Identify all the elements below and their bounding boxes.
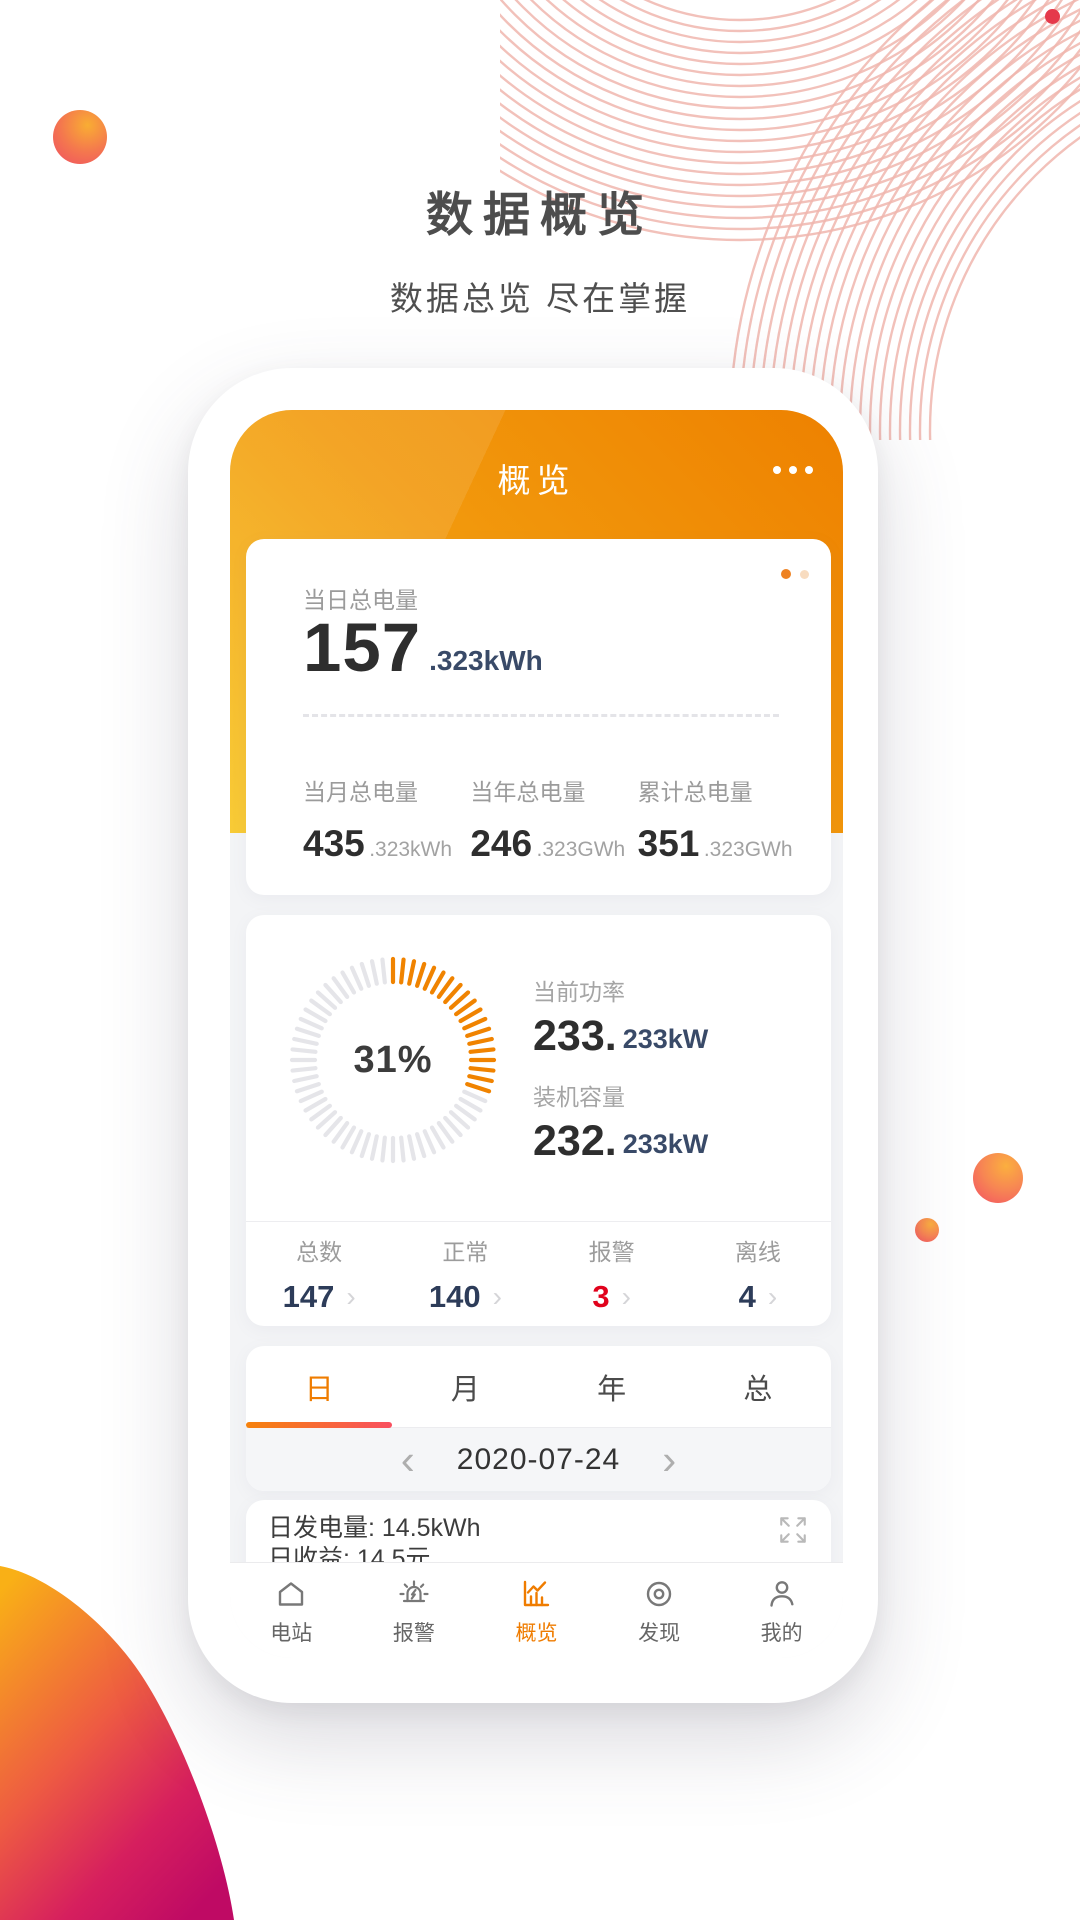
tab-year[interactable]: 年 xyxy=(597,1373,627,1406)
year-energy-value: 246 xyxy=(470,823,533,864)
date-picker: ‹ 2020-07-24 › xyxy=(246,1428,831,1491)
current-power-unit: 233kW xyxy=(622,1024,709,1054)
power-gauge: 31% xyxy=(278,945,508,1175)
chevron-right-icon: › xyxy=(767,1281,778,1312)
nav-label: 概览 xyxy=(515,1621,558,1645)
power-gauge-card: 31% 当前功率 233. 233kW 装机容量 232. 233kW xyxy=(246,915,831,1326)
page-subtitle: 数据总览 尽在掌握 xyxy=(389,280,691,317)
prev-date-icon[interactable]: ‹ xyxy=(400,1435,415,1483)
chevron-right-icon: › xyxy=(621,1281,631,1312)
tab-day[interactable]: 日 xyxy=(304,1373,334,1406)
tab-month[interactable]: 月 xyxy=(450,1373,480,1406)
divider xyxy=(246,1221,831,1222)
today-energy-unit: .323kWh xyxy=(429,645,543,676)
more-options-icon[interactable] xyxy=(773,466,813,474)
status-offline[interactable]: 离线 4 › xyxy=(685,1222,831,1326)
nav-label: 报警 xyxy=(392,1621,435,1645)
status-normal-label: 正常 xyxy=(442,1239,489,1265)
nav-item-mine[interactable]: 我的 xyxy=(720,1563,843,1658)
nav-label: 我的 xyxy=(760,1621,803,1645)
current-power-label: 当前功率 xyxy=(533,979,625,1005)
overview-chart-icon xyxy=(524,1580,550,1606)
page-title: 数据概览 xyxy=(426,188,654,241)
gauge-percent: 31% xyxy=(353,1038,433,1081)
month-energy-unit: .323kWh xyxy=(369,838,453,861)
today-energy-label: 当日总电量 xyxy=(303,587,418,613)
app-header-title: 概览 xyxy=(497,462,576,499)
total-energy-unit: .323GWh xyxy=(703,838,793,861)
daily-generation-text: 日发电量: 14.5kWh xyxy=(268,1514,481,1542)
period-tabbar: 日 月 年 总 xyxy=(246,1346,831,1428)
month-energy-label: 当月总电量 xyxy=(303,779,418,805)
month-energy-stat: 当月总电量 435 .323kWh xyxy=(303,773,470,865)
nav-item-discover[interactable]: 发现 xyxy=(598,1563,721,1658)
total-energy-label: 累计总电量 xyxy=(637,779,753,805)
discover-eye-icon xyxy=(646,1581,672,1606)
today-energy-value: 157 xyxy=(303,609,422,686)
status-normal-value: 140 xyxy=(428,1279,481,1314)
selected-date: 2020-07-24 xyxy=(456,1442,621,1476)
month-energy-value: 435 xyxy=(303,823,365,864)
status-total[interactable]: 总数 147 › xyxy=(246,1222,392,1326)
current-power-value: 233. xyxy=(533,1012,617,1060)
capacity-unit: 233kW xyxy=(622,1129,709,1159)
chevron-right-icon: › xyxy=(346,1281,356,1312)
gauge-ticks xyxy=(289,956,497,1164)
red-dot-decoration xyxy=(1045,9,1060,24)
bottom-navbar: 电站 报警 xyxy=(230,1562,843,1658)
chevron-right-icon: › xyxy=(492,1281,502,1312)
carousel-dots[interactable] xyxy=(781,569,809,579)
mine-person-icon xyxy=(769,1580,794,1607)
orange-ball-decoration xyxy=(53,110,107,164)
total-energy-value: 351 xyxy=(637,823,700,864)
year-energy-label: 当年总电量 xyxy=(470,779,586,805)
nav-item-alarm[interactable]: 报警 xyxy=(353,1563,476,1658)
gradient-blob-decoration xyxy=(0,1566,234,1920)
phone-screen: 概览 当日总电量 157 .323kWh 当月总电量 435 .323kWh xyxy=(230,410,843,1658)
energy-summary-card: 当日总电量 157 .323kWh 当月总电量 435 .323kWh 当年总电… xyxy=(246,539,831,895)
nav-label: 发现 xyxy=(638,1621,681,1645)
period-tabs-card: 日 月 年 总 ‹ 2020-07-24 › xyxy=(246,1346,831,1491)
status-offline-value: 4 xyxy=(738,1279,756,1314)
orange-ball-decoration xyxy=(915,1218,939,1242)
active-tab-underline xyxy=(246,1422,392,1428)
station-home-icon xyxy=(279,1581,304,1606)
status-alarm[interactable]: 报警 3 › xyxy=(539,1222,685,1326)
orange-ball-decoration xyxy=(973,1153,1023,1203)
tab-total[interactable]: 总 xyxy=(743,1373,773,1406)
year-energy-stat: 当年总电量 246 .323GWh xyxy=(470,773,637,865)
status-offline-label: 离线 xyxy=(734,1239,781,1265)
status-normal[interactable]: 正常 140 › xyxy=(392,1222,538,1326)
alarm-siren-icon xyxy=(399,1579,429,1602)
total-energy-stat: 累计总电量 351 .323GWh xyxy=(638,773,805,865)
nav-item-station[interactable]: 电站 xyxy=(230,1563,353,1658)
status-total-value: 147 xyxy=(282,1279,335,1314)
status-alarm-value: 3 xyxy=(592,1279,610,1314)
next-date-icon[interactable]: › xyxy=(662,1435,677,1483)
status-alarm-label: 报警 xyxy=(588,1239,635,1265)
nav-label: 电站 xyxy=(270,1621,313,1645)
capacity-value: 232. xyxy=(533,1117,617,1165)
phone-mockup: 概览 当日总电量 157 .323kWh 当月总电量 435 .323kWh xyxy=(188,368,878,1703)
nav-item-overview[interactable]: 概览 xyxy=(475,1563,598,1658)
expand-icon[interactable] xyxy=(777,1514,809,1546)
year-energy-unit: .323GWh xyxy=(536,838,626,861)
dashed-divider xyxy=(303,714,779,717)
capacity-label: 装机容量 xyxy=(533,1084,625,1110)
status-total-label: 总数 xyxy=(296,1239,343,1265)
